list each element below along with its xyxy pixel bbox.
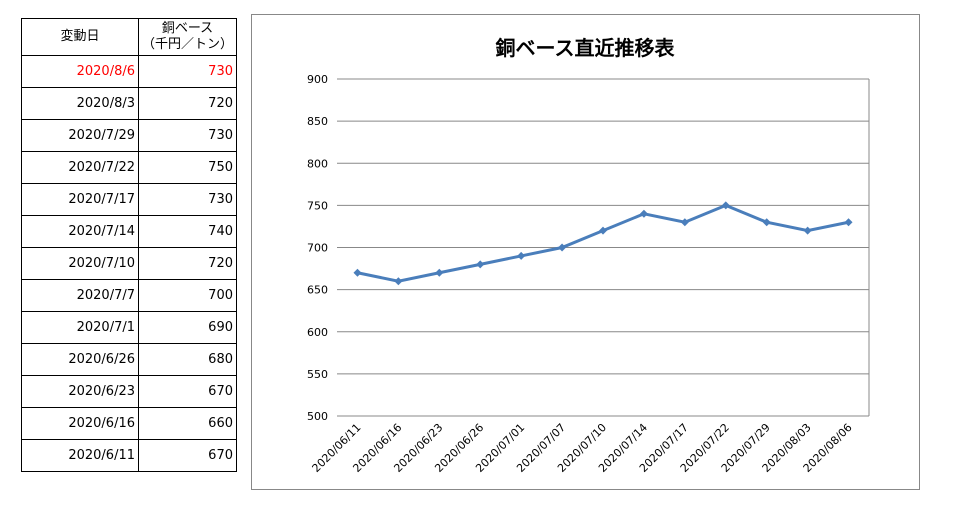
table-row: 2020/7/10 720 — [21, 247, 237, 280]
header-value-line2: （千円／トン） — [142, 37, 234, 52]
data-point — [599, 226, 607, 235]
y-tick-label: 500 — [307, 410, 328, 423]
table-row: 2020/6/11 670 — [21, 439, 237, 472]
data-point — [394, 277, 403, 286]
table-row: 2020/7/29 730 — [21, 119, 237, 152]
y-tick-label: 550 — [307, 368, 328, 381]
table-row: 2020/8/6 730 — [21, 55, 237, 88]
header-date: 変動日 — [21, 18, 139, 56]
data-point — [721, 201, 730, 210]
value-cell: 740 — [138, 215, 237, 248]
date-cell: 2020/7/7 — [21, 279, 139, 312]
series-line — [357, 203, 849, 283]
table-row: 2020/8/3 720 — [21, 87, 237, 120]
date-cell: 2020/6/16 — [21, 407, 139, 440]
value-cell: 690 — [138, 311, 237, 344]
value-cell: 750 — [138, 151, 237, 184]
y-tick-label: 900 — [307, 73, 328, 86]
header-value: 銅ベース （千円／トン） — [138, 18, 237, 56]
data-point — [803, 226, 812, 235]
table-row: 2020/7/1 690 — [21, 311, 237, 344]
date-cell: 2020/7/1 — [21, 311, 139, 344]
y-tick-label: 700 — [307, 242, 328, 255]
y-tick-label: 750 — [307, 199, 328, 212]
table-row: 2020/7/17 730 — [21, 183, 237, 216]
price-table: 変動日 銅ベース （千円／トン） 2020/8/6 730 2020/8/3 720 20… — [21, 18, 237, 472]
data-point — [517, 251, 526, 260]
y-tick-label: 650 — [307, 284, 328, 297]
data-point — [762, 218, 771, 227]
chart-title: 銅ベース直近推移表 — [496, 36, 676, 60]
data-point — [476, 260, 485, 269]
data-point — [639, 209, 648, 218]
date-cell: 2020/6/11 — [21, 439, 139, 472]
header-value-line1: 銅ベース — [161, 21, 214, 36]
value-cell: 730 — [138, 55, 237, 88]
date-cell: 2020/7/29 — [21, 119, 139, 152]
value-cell: 730 — [138, 119, 237, 152]
y-tick-label: 800 — [307, 157, 328, 170]
data-point — [558, 243, 567, 252]
value-cell: 670 — [138, 439, 237, 472]
data-point — [680, 218, 689, 227]
data-point — [844, 218, 853, 227]
table-row: 2020/6/23 670 — [21, 375, 237, 408]
data-point — [353, 268, 362, 277]
value-cell: 730 — [138, 183, 237, 216]
date-cell: 2020/7/17 — [21, 183, 139, 216]
y-tick-label: 850 — [307, 115, 328, 128]
y-tick-label: 600 — [307, 326, 328, 339]
chart-frame — [251, 14, 920, 490]
value-cell: 720 — [138, 247, 237, 280]
date-cell: 2020/8/6 — [21, 55, 139, 88]
value-cell: 680 — [138, 343, 237, 376]
data-point — [435, 268, 444, 277]
